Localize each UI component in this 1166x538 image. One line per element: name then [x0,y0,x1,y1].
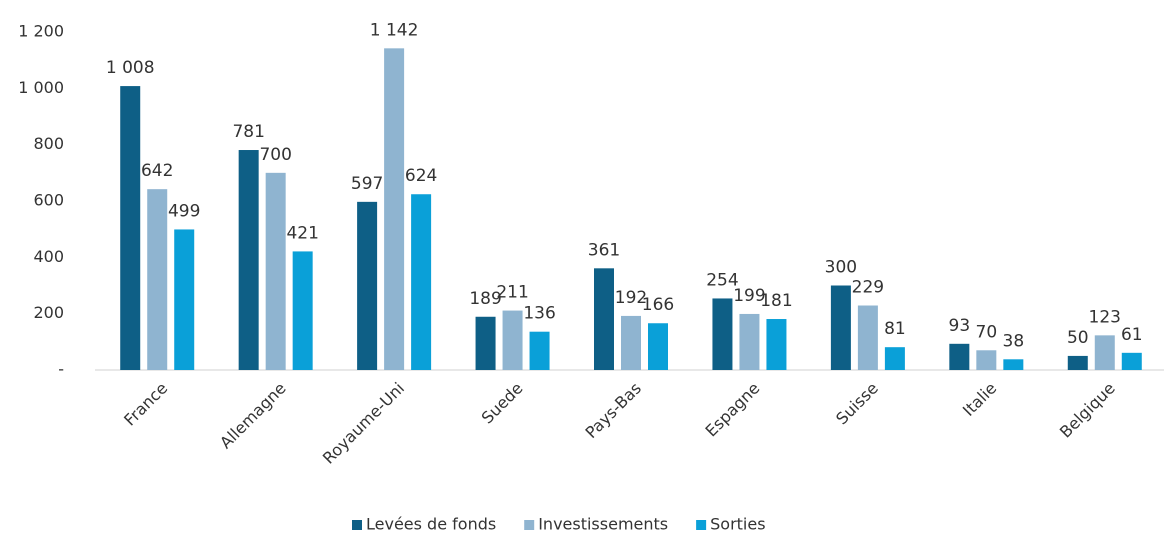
bar [712,298,733,370]
data-label: 93 [949,316,971,336]
bar [120,86,141,370]
x-tick-label: Espagne [702,379,764,441]
x-tick-label: Suede [478,379,527,428]
data-label: 70 [976,322,998,342]
data-label: 166 [642,295,674,315]
bar [1067,355,1088,370]
bar [621,315,641,370]
y-tick-label: 400 [33,247,64,266]
x-tick-label: Pays-Bas [581,379,645,443]
data-label: 642 [141,161,173,181]
data-label: 181 [760,291,792,311]
y-tick-label: 800 [33,134,64,153]
legend-swatch [352,520,362,530]
data-label: 254 [706,270,738,290]
x-tick-label: Royaume-Uni [319,379,408,468]
bar [830,285,851,370]
bar [384,48,405,370]
legend-label: Levées de fonds [366,515,496,534]
legend: Levées de fonds Investissements Sorties [352,515,766,534]
bar [265,172,286,370]
bar [857,305,878,370]
bar [147,189,168,370]
bar [357,201,378,370]
bar [1121,352,1142,370]
bar [292,251,313,370]
bar [594,268,614,370]
data-label: 700 [259,145,291,165]
data-label: 199 [733,286,765,306]
data-label: 192 [615,288,647,308]
y-tick-label: 1 200 [18,22,64,41]
x-tick-label: Suisse [832,379,882,429]
bar [502,310,523,370]
y-tick-label: - [58,360,64,379]
data-label: 61 [1121,325,1143,345]
bar [1003,359,1024,370]
bar [766,319,787,370]
data-label: 123 [1089,307,1121,327]
data-label: 189 [469,289,501,309]
data-label: 624 [405,166,437,186]
bar [529,331,550,370]
data-label: 136 [523,304,555,324]
x-tick-label: Belgique [1056,379,1119,442]
data-label: 1 142 [370,20,419,40]
bar [739,313,760,370]
data-label: 211 [496,283,528,303]
data-label: 229 [852,277,884,297]
data-label: 1 008 [106,58,155,78]
bar [475,316,496,370]
data-label: 38 [1003,331,1025,351]
y-tick-label: 1 000 [18,78,64,97]
data-label: 781 [232,122,264,142]
data-label: 361 [588,240,620,260]
data-label: 597 [351,174,383,194]
data-label: 421 [286,223,318,243]
legend-label: Sorties [710,515,765,534]
bar [884,347,905,370]
x-tick-label: Italie [959,379,1000,420]
data-label: 499 [168,201,200,221]
legend-swatch [524,520,535,530]
x-tick-label: Allemagne [216,379,290,453]
data-label: 300 [825,258,857,278]
bar [238,150,259,370]
bar [976,350,997,370]
bar [174,229,195,370]
x-tick-label: France [120,379,171,430]
y-tick-label: 200 [33,303,64,322]
legend-swatch [696,520,707,530]
bar [949,343,970,370]
bar [1094,335,1115,370]
data-label: 50 [1067,328,1089,348]
data-label: 81 [884,319,906,339]
bar [648,323,668,370]
bar [411,194,432,370]
legend-label: Investissements [538,515,668,534]
y-tick-label: 600 [33,191,64,210]
